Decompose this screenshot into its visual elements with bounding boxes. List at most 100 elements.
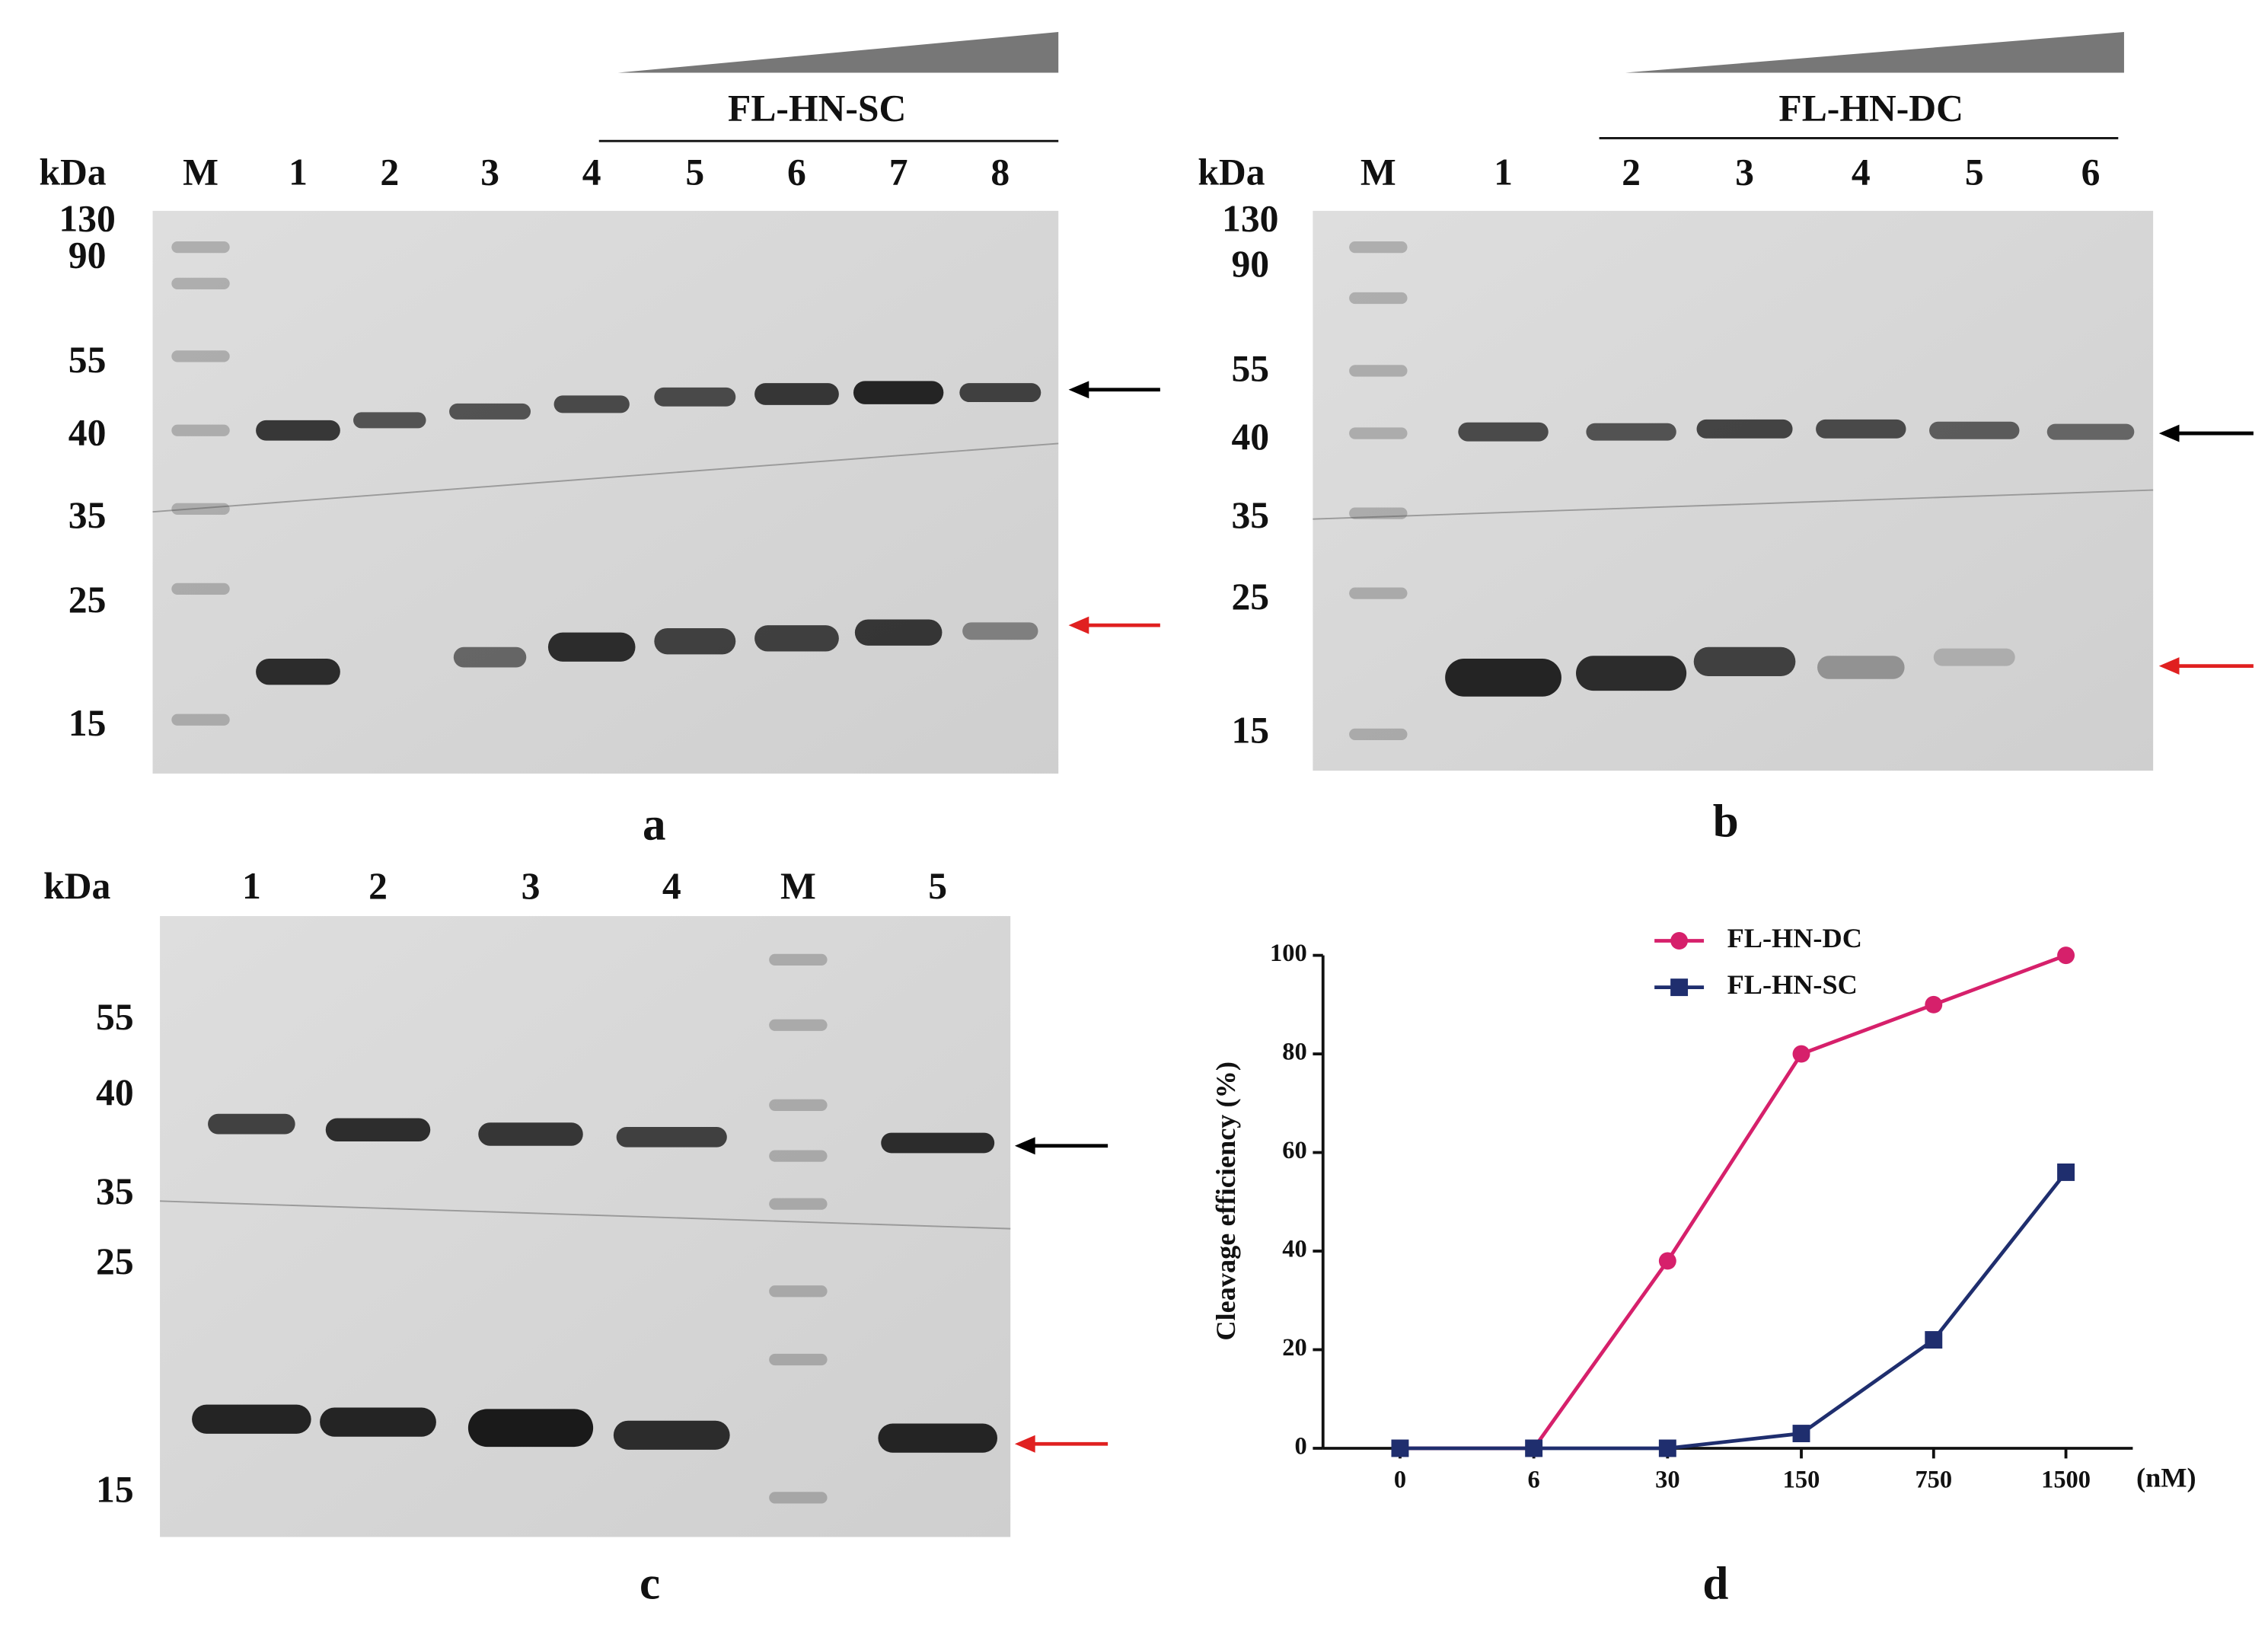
series-line: [1399, 1170, 2068, 1451]
protein-band: [467, 1409, 594, 1448]
y-tick-label: 80: [1282, 1039, 1306, 1066]
arrow-head: [1014, 1435, 1035, 1453]
lane-label: 6: [787, 151, 806, 193]
ladder-band: [769, 1150, 828, 1162]
arrow-head: [1068, 381, 1089, 399]
protein-band: [616, 1126, 727, 1148]
data-point: [1391, 1439, 1409, 1457]
lane-label: 1: [242, 865, 261, 907]
marker-label: 15: [1231, 710, 1269, 752]
protein-band: [959, 383, 1041, 403]
protein-band: [2046, 423, 2135, 440]
data-point: [1792, 1425, 1810, 1443]
gradient-wedge: [617, 32, 1059, 73]
lane-label: 2: [380, 151, 399, 193]
ladder-band: [171, 241, 230, 254]
protein-band: [654, 627, 736, 655]
ladder-band: [1349, 292, 1408, 305]
lane-label: 3: [480, 151, 499, 193]
protein-band: [1933, 648, 2015, 666]
arrow-head: [1068, 616, 1089, 634]
x-tick-label: 1500: [2041, 1466, 2091, 1493]
unit-label: kDa: [1198, 151, 1265, 193]
legend-label: FL-HN-DC: [1727, 923, 1862, 953]
arrow-head: [2158, 657, 2180, 675]
marker-label: 40: [69, 411, 107, 453]
data-point: [2057, 1163, 2075, 1181]
ladder-band: [1349, 728, 1408, 740]
protein-band: [1816, 419, 1906, 439]
data-point: [1925, 1331, 1943, 1349]
lane-label: M: [1360, 151, 1396, 193]
lane-label: 6: [2081, 151, 2101, 193]
marker-label: 90: [69, 234, 107, 276]
series-line: [1399, 953, 2067, 1451]
marker-label: 130: [59, 198, 115, 240]
data-point: [1525, 1439, 1543, 1457]
marker-label: 35: [1231, 494, 1269, 536]
protein-band: [449, 403, 531, 420]
ladder-band: [769, 1492, 828, 1504]
y-axis-label: Cleavage efficiency (%): [1211, 1061, 1241, 1341]
protein-band: [754, 625, 839, 652]
lane-label: 5: [928, 865, 947, 907]
lane-label: 8: [990, 151, 1010, 193]
protein-band: [1929, 421, 2020, 439]
data-point: [2057, 946, 2075, 965]
gel-scratch: [152, 442, 1059, 513]
y-tick-label: 100: [1270, 940, 1307, 967]
protein-band: [1817, 656, 1905, 679]
protein-band: [962, 622, 1038, 640]
gradient-wedge: [1625, 32, 2124, 73]
data-point: [1792, 1045, 1810, 1063]
ladder-band: [769, 1353, 828, 1366]
arrow-head: [2158, 424, 2180, 442]
protein-band: [453, 646, 527, 668]
lane-label: 2: [368, 865, 388, 907]
marker-label: 25: [96, 1240, 134, 1282]
protein-band: [878, 1423, 997, 1453]
x-tick-label: 750: [1915, 1466, 1952, 1493]
ladder-band: [769, 953, 828, 966]
protein-band: [1586, 423, 1676, 441]
marker-label: 55: [1231, 347, 1269, 389]
legend-label: FL-HN-SC: [1727, 969, 1858, 1000]
ladder-band: [1349, 507, 1408, 519]
marker-label: 15: [96, 1469, 134, 1511]
y-tick-label: 60: [1282, 1137, 1306, 1164]
data-point: [1925, 995, 1943, 1014]
protein-band: [854, 619, 943, 646]
protein-band: [654, 387, 736, 407]
protein-band: [208, 1113, 295, 1135]
y-tick-label: 40: [1282, 1235, 1306, 1262]
ladder-band: [769, 1019, 828, 1031]
y-tick-label: 0: [1295, 1432, 1307, 1460]
ladder-band: [1349, 427, 1408, 439]
protein-band: [1693, 646, 1796, 676]
marker-label: 15: [69, 702, 107, 744]
protein-band: [256, 659, 340, 685]
protein-band: [881, 1132, 995, 1154]
ladder-band: [171, 424, 230, 436]
marker-label: 90: [1231, 243, 1269, 285]
panel-letter: b: [1713, 796, 1739, 848]
ladder-band: [769, 1285, 828, 1298]
protein-band: [553, 395, 630, 413]
marker-label: 35: [96, 1170, 134, 1212]
ladder-band: [769, 1099, 828, 1111]
x-tick-label: 6: [1528, 1466, 1540, 1493]
sample-header: FL-HN-DC: [1778, 87, 1963, 129]
ladder-band: [1349, 241, 1408, 254]
y-tick-label: 20: [1282, 1334, 1306, 1361]
marker-label: 35: [69, 494, 107, 536]
protein-band: [754, 383, 839, 405]
gel-image: [1313, 210, 2154, 771]
ladder-band: [171, 277, 230, 290]
lane-label: 4: [582, 151, 601, 193]
lane-label: 4: [662, 865, 681, 907]
sample-header: FL-HN-SC: [728, 87, 906, 129]
lane-label: 3: [522, 865, 541, 907]
ladder-band: [1349, 587, 1408, 599]
arrow-head: [1014, 1137, 1035, 1155]
